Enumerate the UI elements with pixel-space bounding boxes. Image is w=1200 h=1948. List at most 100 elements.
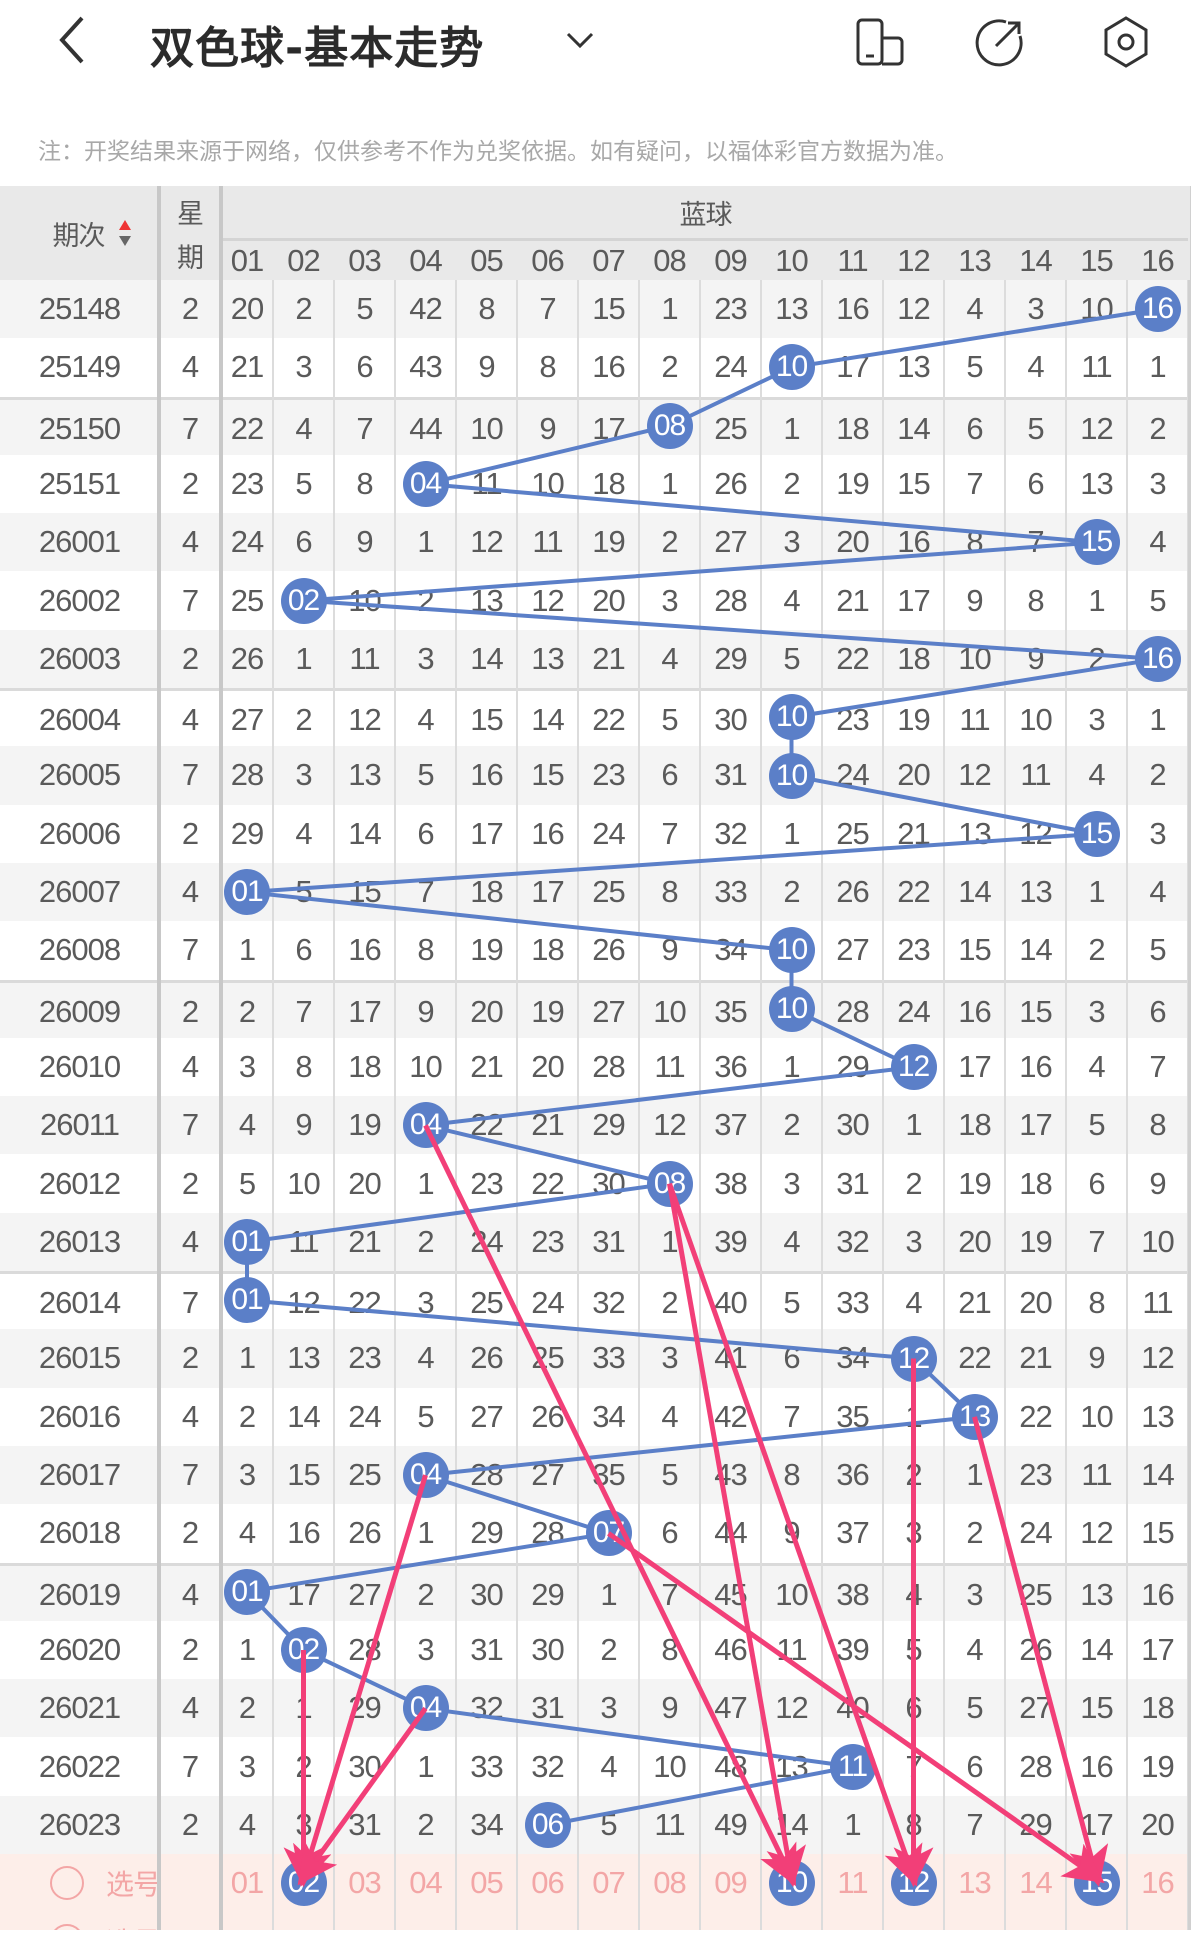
omission-value: 10 [1080, 1398, 1113, 1434]
top-bar: 双色球-基本走势 [0, 0, 1200, 90]
omission-value: 27 [230, 702, 264, 738]
weekday: 4 [181, 874, 199, 909]
sort-icon[interactable] [118, 218, 132, 248]
select-number[interactable]: 09 [714, 1865, 747, 1901]
arrow-line [293, 1474, 428, 1887]
omission-value: 13 [775, 291, 808, 326]
omission-value: 6 [1027, 465, 1044, 501]
omission-value: 3 [1149, 465, 1166, 501]
arrow-line [972, 1416, 1109, 1887]
select-radio[interactable] [50, 1866, 84, 1901]
omission-value: 13 [1080, 1576, 1113, 1612]
omission-value: 14 [348, 815, 381, 851]
omission-value: 27 [592, 993, 625, 1029]
omission-value: 19 [958, 1165, 991, 1201]
omission-value: 20 [836, 524, 869, 560]
select-number[interactable]: 04 [409, 1865, 442, 1901]
select-number[interactable]: 07 [592, 1865, 625, 1901]
omission-value: 36 [714, 1048, 747, 1084]
omission-value: 5 [238, 1165, 256, 1201]
omission-value: 15 [1019, 993, 1052, 1029]
winning-ball: 04 [402, 1102, 449, 1149]
omission-value: 3 [295, 757, 312, 793]
select-number[interactable]: 05 [470, 1865, 503, 1901]
omission-value: 28 [714, 582, 747, 618]
prediction-arrows [283, 1124, 1109, 1888]
screen-rotate-icon[interactable] [852, 14, 908, 70]
omission-value: 2 [600, 1631, 617, 1667]
omission-value: 6 [417, 815, 434, 851]
omission-value: 2 [661, 349, 678, 385]
omission-value: 2 [417, 1576, 434, 1612]
omission-value: 5 [295, 465, 312, 501]
select-number[interactable]: 16 [1141, 1865, 1174, 1901]
omission-value: 9 [295, 1107, 312, 1143]
omission-value: 5 [417, 1398, 434, 1434]
omission-value: 21 [836, 582, 869, 618]
weekday: 7 [181, 1285, 199, 1321]
settings-icon[interactable] [1098, 14, 1154, 70]
table-row: 26003 2 26 1 11 3 14 13 21 4 29 5 22 18 10 9 2 [0, 629, 1190, 689]
arrow-line [667, 1183, 807, 1888]
omission-value: 24 [531, 1285, 564, 1321]
omission-value: 14 [287, 1398, 320, 1434]
column-divider [699, 240, 701, 1930]
table-row: 2601941727230291745103843251316 [0, 1562, 1190, 1621]
omission-value: 23 [531, 1223, 564, 1259]
issue-number: 26018 [38, 1515, 121, 1551]
omission-value: 15 [958, 932, 991, 968]
omission-value: 11 [532, 524, 563, 560]
omission-value: 3 [417, 1285, 434, 1321]
dropdown-chevron-icon[interactable] [560, 22, 600, 62]
select-number[interactable]: 08 [653, 1865, 686, 1901]
select-number[interactable]: 13 [958, 1865, 991, 1901]
column-divider [333, 240, 335, 1930]
omission-value: 30 [714, 702, 747, 738]
share-icon[interactable] [972, 14, 1028, 70]
omission-value: 23 [897, 932, 930, 968]
omission-value: 9 [539, 410, 556, 446]
omission-value: 38 [836, 1576, 869, 1612]
omission-value: 20 [897, 757, 930, 793]
arrow-line [667, 1182, 923, 1887]
omission-value: 1 [238, 1631, 256, 1667]
table-row: 25150 7 22 4 7 44 10 9 17 25 1 18 14 6 5 12 2 [0, 396, 1190, 455]
omission-value: 2 [238, 993, 256, 1029]
select-number[interactable]: 01 [230, 1865, 264, 1901]
omission-value: 4 [783, 582, 800, 618]
omission-value: 5 [783, 1285, 800, 1321]
omission-value: 17 [1019, 1107, 1052, 1143]
select-number[interactable]: 11 [837, 1865, 868, 1901]
issue-number: 26012 [38, 1165, 121, 1201]
table-row: 26010 4 3 8 18 10 21 20 28 11 36 1 29 17 16 4 7 [0, 1037, 1190, 1097]
omission-value: 1 [844, 1806, 861, 1842]
omission-value: 1 [1088, 874, 1105, 909]
omission-value: 32 [531, 1748, 564, 1784]
omission-value: 4 [417, 1340, 434, 1376]
select-number[interactable]: 06 [531, 1865, 564, 1901]
table-row: 26009 2 2 7 17 9 20 19 27 10 35 28 24 16 15 3 6 [0, 979, 1190, 1038]
omission-value: 4 [1088, 1048, 1105, 1084]
issue-header[interactable]: 期次 [52, 220, 106, 252]
select-number[interactable]: 03 [348, 1865, 381, 1901]
omission-value: 32 [714, 815, 747, 851]
week-divider [219, 186, 223, 280]
winning-ball: 10 [768, 344, 815, 391]
omission-value: 3 [238, 1457, 256, 1492]
page-title[interactable]: 双色球-基本走势 [150, 23, 485, 74]
select-number[interactable]: 14 [1019, 1865, 1052, 1901]
omission-value: 14 [531, 702, 564, 738]
omission-value: 17 [958, 1048, 991, 1084]
number-header: 14 [1019, 242, 1052, 278]
omission-value: 6 [966, 1748, 983, 1784]
winning-ball: 10 [768, 752, 815, 799]
issue-number: 26001 [38, 524, 121, 560]
omission-value: 18 [1141, 1690, 1174, 1726]
back-chevron-icon[interactable] [52, 10, 102, 70]
winning-ball: 10 [768, 927, 815, 974]
omission-value: 22 [592, 702, 625, 738]
number-header: 10 [775, 242, 808, 278]
weekday-header-2: 期 [177, 242, 204, 274]
winning-ball: 01 [224, 1568, 270, 1615]
omission-value: 26 [836, 874, 869, 909]
